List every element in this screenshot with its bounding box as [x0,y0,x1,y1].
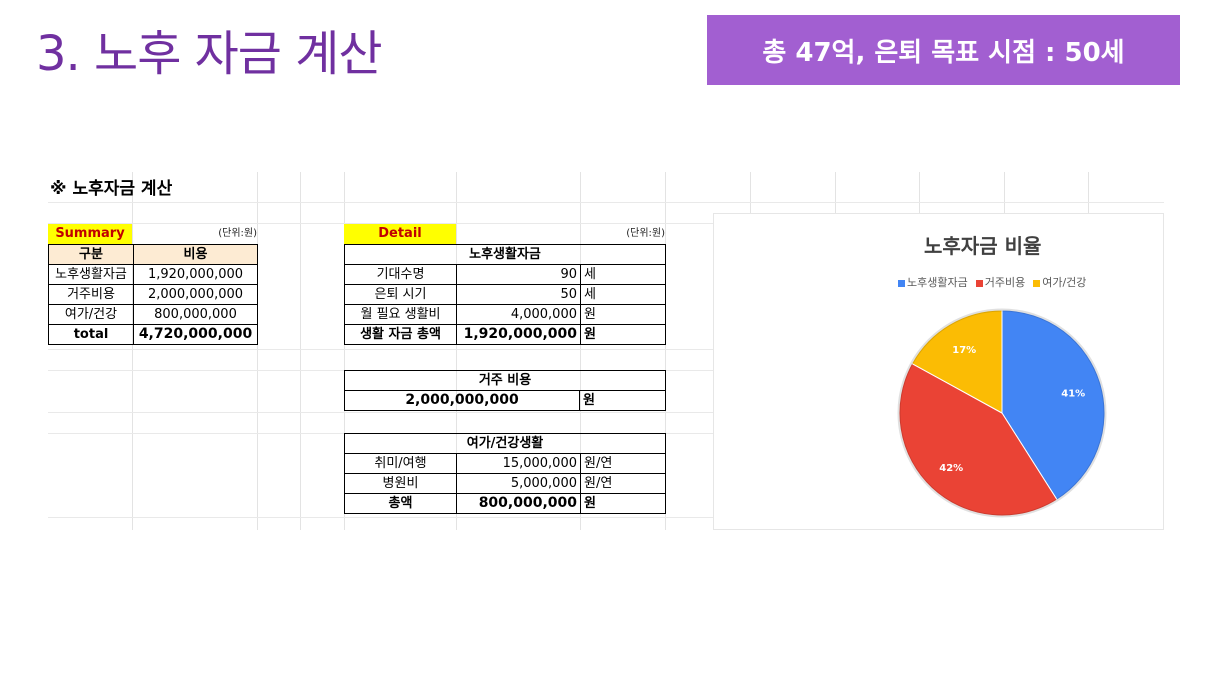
spreadsheet: ※ 노후자금 계산 Summary (단위:원) 구분 비용 노후생활자금 1,… [48,172,1164,530]
table-row: total 4,720,000,000 [48,324,258,345]
table-row: 여가/건강 800,000,000 [48,304,258,325]
table-row: 기대수명 90 세 [344,264,666,285]
leisure-value[interactable]: 15,000,000 [456,453,581,474]
legend-swatch [975,279,983,287]
slide-title: 3. 노후 자금 계산 [36,26,383,82]
summary-header-cost[interactable]: 비용 [133,244,258,265]
table-row: 노후생활자금 1,920,000,000 [48,264,258,285]
leisure-name[interactable]: 병원비 [344,473,457,494]
pie-data-label: 41% [1061,388,1085,399]
living-total-unit[interactable]: 원 [580,324,666,345]
detail-value[interactable]: 4,000,000 [456,304,581,325]
summary-table: 구분 비용 노후생활자금 1,920,000,000 거주비용 2,000,00… [48,244,258,345]
table-row: 거주비용 2,000,000,000 [48,284,258,305]
summary-total-value[interactable]: 4,720,000,000 [133,324,258,345]
detail-name[interactable]: 월 필요 생활비 [344,304,457,325]
pie-svg: 41% 42% 17% [897,308,1107,518]
legend-label: 노후생활자금 [907,276,968,289]
legend-label: 거주비용 [984,276,1026,289]
detail-unit-cell[interactable]: 원 [580,304,666,325]
detail-label[interactable]: Detail [344,224,456,244]
summary-name[interactable]: 여가/건강 [48,304,134,325]
chart-title: 노후자금 비율 [924,234,1042,258]
leisure-cost-table: 여가/건강생활 취미/여행 15,000,000 원/연 병원비 5,000,0… [344,433,666,514]
housing-cost-value[interactable]: 2,000,000,000 [344,390,580,411]
legend-item: 여가/건강 [1033,274,1086,290]
summary-unit: (단위:원) [218,228,257,239]
summary-value[interactable]: 2,000,000,000 [133,284,258,305]
summary-badge: 총 47억, 은퇴 목표 시점 : 50세 [707,15,1180,85]
pie-outline [897,308,1107,518]
leisure-name[interactable]: 취미/여행 [344,453,457,474]
housing-cost-unit[interactable]: 원 [579,390,666,411]
table-row: 취미/여행 15,000,000 원/연 [344,453,666,474]
detail-name[interactable]: 은퇴 시기 [344,284,457,305]
detail-unit: (단위:원) [626,228,665,239]
housing-cost-header[interactable]: 거주 비용 [344,370,666,391]
housing-cost-table: 거주 비용 2,000,000,000 원 [344,370,666,411]
legend-item: 거주비용 [975,274,1026,290]
summary-header-category[interactable]: 구분 [48,244,134,265]
summary-name[interactable]: 노후생활자금 [48,264,134,285]
leisure-value[interactable]: 5,000,000 [456,473,581,494]
leisure-unit[interactable]: 원/연 [580,473,666,494]
table-row: 총액 800,000,000 원 [344,493,666,514]
pie-data-label: 17% [952,345,976,356]
summary-name[interactable]: 거주비용 [48,284,134,305]
detail-unit-cell[interactable]: 세 [580,284,666,305]
pie-slice[interactable] [911,309,1003,414]
summary-value[interactable]: 1,920,000,000 [133,264,258,285]
table-row: 병원비 5,000,000 원/연 [344,473,666,494]
pie-data-label: 42% [939,463,963,474]
legend-swatch [898,279,905,287]
table-row: 2,000,000,000 원 [344,390,666,411]
living-cost-header[interactable]: 노후생활자금 [344,244,666,265]
summary-total-name[interactable]: total [48,324,134,345]
legend-label: 여가/건강 [1042,276,1087,289]
living-total-name[interactable]: 생활 자금 총액 [344,324,457,345]
summary-label[interactable]: Summary [48,224,132,244]
chart-legend: 노후생활자금 거주비용 여가/건강 [898,274,1086,290]
detail-unit-cell[interactable]: 세 [580,264,666,285]
summary-value[interactable]: 800,000,000 [133,304,258,325]
table-row: 은퇴 시기 50 세 [344,284,666,305]
living-total-value[interactable]: 1,920,000,000 [456,324,581,345]
sheet-title: ※ 노후자금 계산 [50,179,173,199]
detail-value[interactable]: 50 [456,284,581,305]
detail-name[interactable]: 기대수명 [344,264,457,285]
living-cost-table: 노후생활자금 기대수명 90 세 은퇴 시기 50 세 월 필요 생활비 4,0… [344,244,666,345]
leisure-total-name[interactable]: 총액 [344,493,457,514]
leisure-total-value[interactable]: 800,000,000 [456,493,581,514]
pie-slice[interactable] [1001,309,1106,501]
pie-slice[interactable] [898,362,1058,517]
legend-swatch [1033,279,1041,287]
leisure-unit[interactable]: 원/연 [580,453,666,474]
table-row: 월 필요 생활비 4,000,000 원 [344,304,666,325]
leisure-total-unit[interactable]: 원 [580,493,666,514]
table-row: 생활 자금 총액 1,920,000,000 원 [344,324,666,345]
pie-chart[interactable]: 노후자금 비율 노후생활자금 거주비용 여가/건강 41% 42% 17% [713,213,1164,530]
detail-value[interactable]: 90 [456,264,581,285]
leisure-cost-header[interactable]: 여가/건강생활 [344,433,666,454]
legend-item: 노후생활자금 [898,274,968,290]
